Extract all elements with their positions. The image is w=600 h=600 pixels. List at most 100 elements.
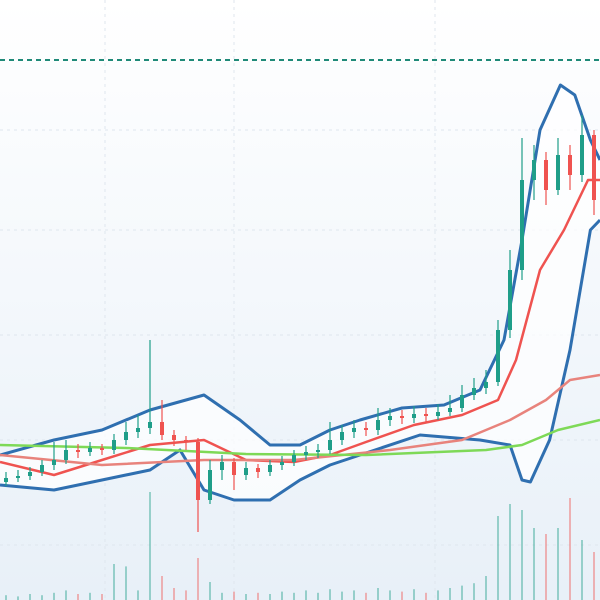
- candle-body: [52, 460, 56, 465]
- volume-bar: [449, 588, 451, 600]
- candle-body: [64, 450, 68, 460]
- candle-body: [292, 455, 296, 462]
- volume-bar: [245, 594, 247, 600]
- volume-bar: [173, 588, 175, 600]
- volume-bar: [77, 594, 79, 600]
- volume-bar: [113, 564, 115, 600]
- volume-bar: [221, 592, 223, 600]
- candle-body: [544, 160, 548, 190]
- candle-body: [28, 472, 32, 476]
- moving-average: [0, 373, 600, 467]
- volume-bar: [557, 528, 559, 600]
- volume-bar: [89, 592, 91, 600]
- volume-bar: [473, 583, 475, 600]
- volume-bar: [65, 590, 67, 600]
- candle-body: [268, 465, 272, 472]
- volume-bar: [401, 591, 403, 600]
- candle-body: [256, 468, 260, 472]
- candle-body: [100, 448, 104, 450]
- candle-body: [160, 422, 164, 435]
- candle-body: [472, 388, 476, 395]
- candle-body: [556, 155, 560, 190]
- bollinger-band: [0, 83, 600, 457]
- volume-bar: [317, 592, 319, 600]
- candle-body: [352, 428, 356, 432]
- volume-bar: [533, 528, 535, 600]
- candle-body: [280, 462, 284, 465]
- volume-bar: [149, 492, 151, 600]
- volume-bar: [437, 590, 439, 600]
- candle-body: [448, 408, 452, 412]
- volume-bar: [425, 592, 427, 600]
- volume-bar: [185, 590, 187, 600]
- volume-bar: [137, 590, 139, 600]
- candle-body: [16, 476, 20, 478]
- volume-bar: [389, 590, 391, 600]
- candle-body: [112, 440, 116, 450]
- candle-body: [172, 435, 176, 440]
- candle-body: [220, 462, 224, 470]
- candle-body: [400, 416, 404, 418]
- volume-bar: [17, 596, 19, 600]
- candle-body: [88, 448, 92, 452]
- candle-body: [304, 452, 308, 455]
- candle-body: [40, 465, 44, 472]
- volume-bar: [257, 592, 259, 600]
- candle-body: [436, 412, 440, 416]
- candle-body: [148, 422, 152, 428]
- volume-bar: [593, 552, 595, 600]
- volume-bar: [329, 589, 331, 600]
- candle-body: [340, 432, 344, 440]
- candle-body: [4, 478, 8, 482]
- candle-body: [124, 432, 128, 440]
- volume-bar: [341, 591, 343, 600]
- volume-bar: [521, 510, 523, 600]
- candle-body: [388, 416, 392, 420]
- volume-bar: [353, 590, 355, 600]
- volume-bar: [497, 516, 499, 600]
- volume-bar: [569, 498, 571, 600]
- volume-bar: [29, 594, 31, 600]
- candle-body: [484, 382, 488, 388]
- candle-body: [580, 135, 584, 175]
- candle-body: [520, 180, 524, 270]
- candle-body: [184, 440, 188, 442]
- candle-body: [196, 442, 200, 500]
- volume-bar: [53, 592, 55, 600]
- candle-body: [376, 420, 380, 430]
- candle-body: [532, 160, 536, 180]
- candle-body: [244, 468, 248, 475]
- candle-body: [412, 414, 416, 418]
- candle-body: [316, 450, 320, 452]
- volume-bar: [41, 595, 43, 600]
- volume-bar: [161, 576, 163, 600]
- candle-body: [208, 470, 212, 500]
- candle-body: [424, 414, 428, 416]
- moving-average: [0, 418, 600, 457]
- volume-bar: [461, 585, 463, 600]
- candle-body: [508, 270, 512, 330]
- candle-body: [136, 428, 140, 432]
- bollinger-band: [0, 218, 600, 502]
- volume-bar: [101, 594, 103, 600]
- volume-bar: [197, 558, 199, 600]
- volume-bar: [269, 594, 271, 600]
- volume-bar: [509, 504, 511, 600]
- candle-body: [496, 330, 500, 382]
- volume-bar: [581, 540, 583, 600]
- volume-bar: [233, 591, 235, 600]
- volume-bar: [305, 590, 307, 600]
- candle-body: [76, 450, 80, 452]
- candle-body: [328, 440, 332, 450]
- volume-bar: [209, 582, 211, 600]
- moving-average: [0, 178, 600, 477]
- candle-body: [460, 395, 464, 408]
- volume-bar: [365, 592, 367, 600]
- volume-bar: [413, 589, 415, 600]
- candle-body: [568, 155, 572, 175]
- candle-body: [232, 462, 236, 475]
- candle-body: [592, 135, 596, 200]
- volume-bar: [485, 576, 487, 600]
